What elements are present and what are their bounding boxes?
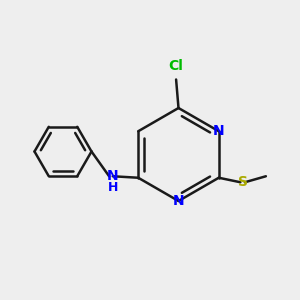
Text: N: N xyxy=(213,124,225,138)
Text: N: N xyxy=(173,194,184,208)
Text: N: N xyxy=(107,169,118,183)
Text: S: S xyxy=(238,175,248,189)
Text: H: H xyxy=(107,181,118,194)
Text: Cl: Cl xyxy=(169,59,184,73)
